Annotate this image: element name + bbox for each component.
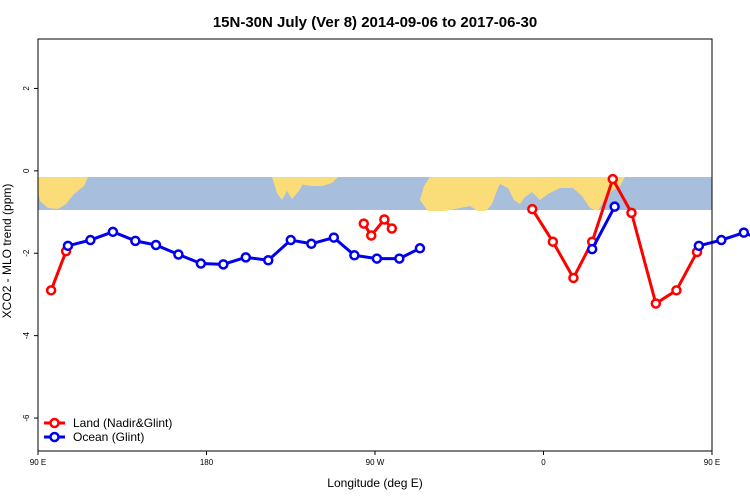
ocean-point bbox=[240, 252, 252, 263]
land-point bbox=[386, 223, 398, 234]
land-north-america-gulf bbox=[292, 177, 338, 186]
land-africa-asia bbox=[420, 177, 625, 211]
ocean-point bbox=[394, 253, 405, 264]
x-tick-label: 90 E bbox=[704, 458, 720, 467]
x-tick-label: 180 bbox=[200, 458, 214, 467]
x-tick-label: 90 E bbox=[30, 458, 46, 467]
ocean-point bbox=[195, 258, 207, 269]
y-tick-label: -6 bbox=[22, 414, 31, 422]
ocean-point bbox=[328, 232, 340, 243]
plot-frame bbox=[37, 38, 713, 452]
legend-marker-land bbox=[49, 417, 60, 429]
y-tick-label: -4 bbox=[22, 332, 31, 340]
y-axis-label: XCO2 - MLO trend (ppm) bbox=[0, 184, 14, 319]
y-tick-label: 2 bbox=[22, 86, 31, 91]
ocean-point bbox=[107, 226, 119, 238]
land-point bbox=[379, 214, 390, 225]
legend-label-land: Land (Nadir&Glint) bbox=[73, 416, 172, 430]
legend-label-ocean: Ocean (Glint) bbox=[73, 430, 144, 444]
land-point bbox=[650, 298, 662, 309]
ocean-point bbox=[371, 253, 383, 264]
land-point bbox=[626, 207, 637, 219]
legend-item-ocean: Ocean (Glint) bbox=[44, 430, 144, 444]
land-point bbox=[358, 218, 370, 229]
land-point bbox=[366, 230, 377, 241]
chart-title: 15N-30N July (Ver 8) 2014-09-06 to 2017-… bbox=[213, 14, 537, 31]
legend-item-land: Land (Nadir&Glint) bbox=[44, 416, 172, 430]
ocean-point bbox=[62, 240, 74, 252]
axes: 90 E 180 90 W 0 90 E 2 0 -2 -4 -6 bbox=[22, 38, 720, 467]
ocean-point bbox=[414, 243, 426, 254]
land-point bbox=[547, 236, 559, 247]
ocean-series-line-1 bbox=[590, 205, 616, 250]
ocean-point bbox=[130, 235, 141, 247]
y-tick-label: -2 bbox=[22, 249, 31, 257]
x-axis-label: Longitude (deg E) bbox=[327, 476, 422, 490]
ocean-point bbox=[150, 239, 162, 251]
y-tick-label: 0 bbox=[22, 168, 31, 173]
ocean-point bbox=[693, 240, 705, 252]
ocean-point bbox=[716, 234, 727, 246]
legend: Land (Nadir&Glint) Ocean (Glint) bbox=[44, 416, 172, 444]
land-asia-east bbox=[38, 177, 88, 209]
ocean-point bbox=[586, 243, 598, 255]
land-point bbox=[527, 203, 538, 215]
land-series-line-1 bbox=[362, 217, 394, 238]
ocean-point bbox=[738, 227, 750, 238]
land-north-america-south bbox=[272, 177, 303, 200]
land-point bbox=[671, 285, 682, 296]
ocean-point bbox=[218, 259, 229, 270]
ocean-point bbox=[263, 254, 274, 266]
map-band bbox=[38, 177, 712, 211]
ocean-point bbox=[85, 234, 96, 246]
land-point bbox=[607, 173, 619, 185]
map-band-land bbox=[38, 177, 625, 211]
land-point bbox=[568, 272, 579, 284]
land-point bbox=[45, 285, 57, 296]
ocean-point bbox=[349, 250, 360, 261]
ocean-point bbox=[285, 234, 296, 246]
ocean-point bbox=[609, 201, 620, 212]
x-tick-label: 90 W bbox=[366, 458, 385, 467]
plot-area bbox=[45, 173, 750, 309]
ocean-point bbox=[306, 238, 317, 250]
x-tick-label: 0 bbox=[541, 458, 546, 467]
ocean-point bbox=[173, 249, 184, 260]
legend-marker-ocean bbox=[49, 431, 60, 443]
land-series-line-0 bbox=[49, 250, 68, 291]
